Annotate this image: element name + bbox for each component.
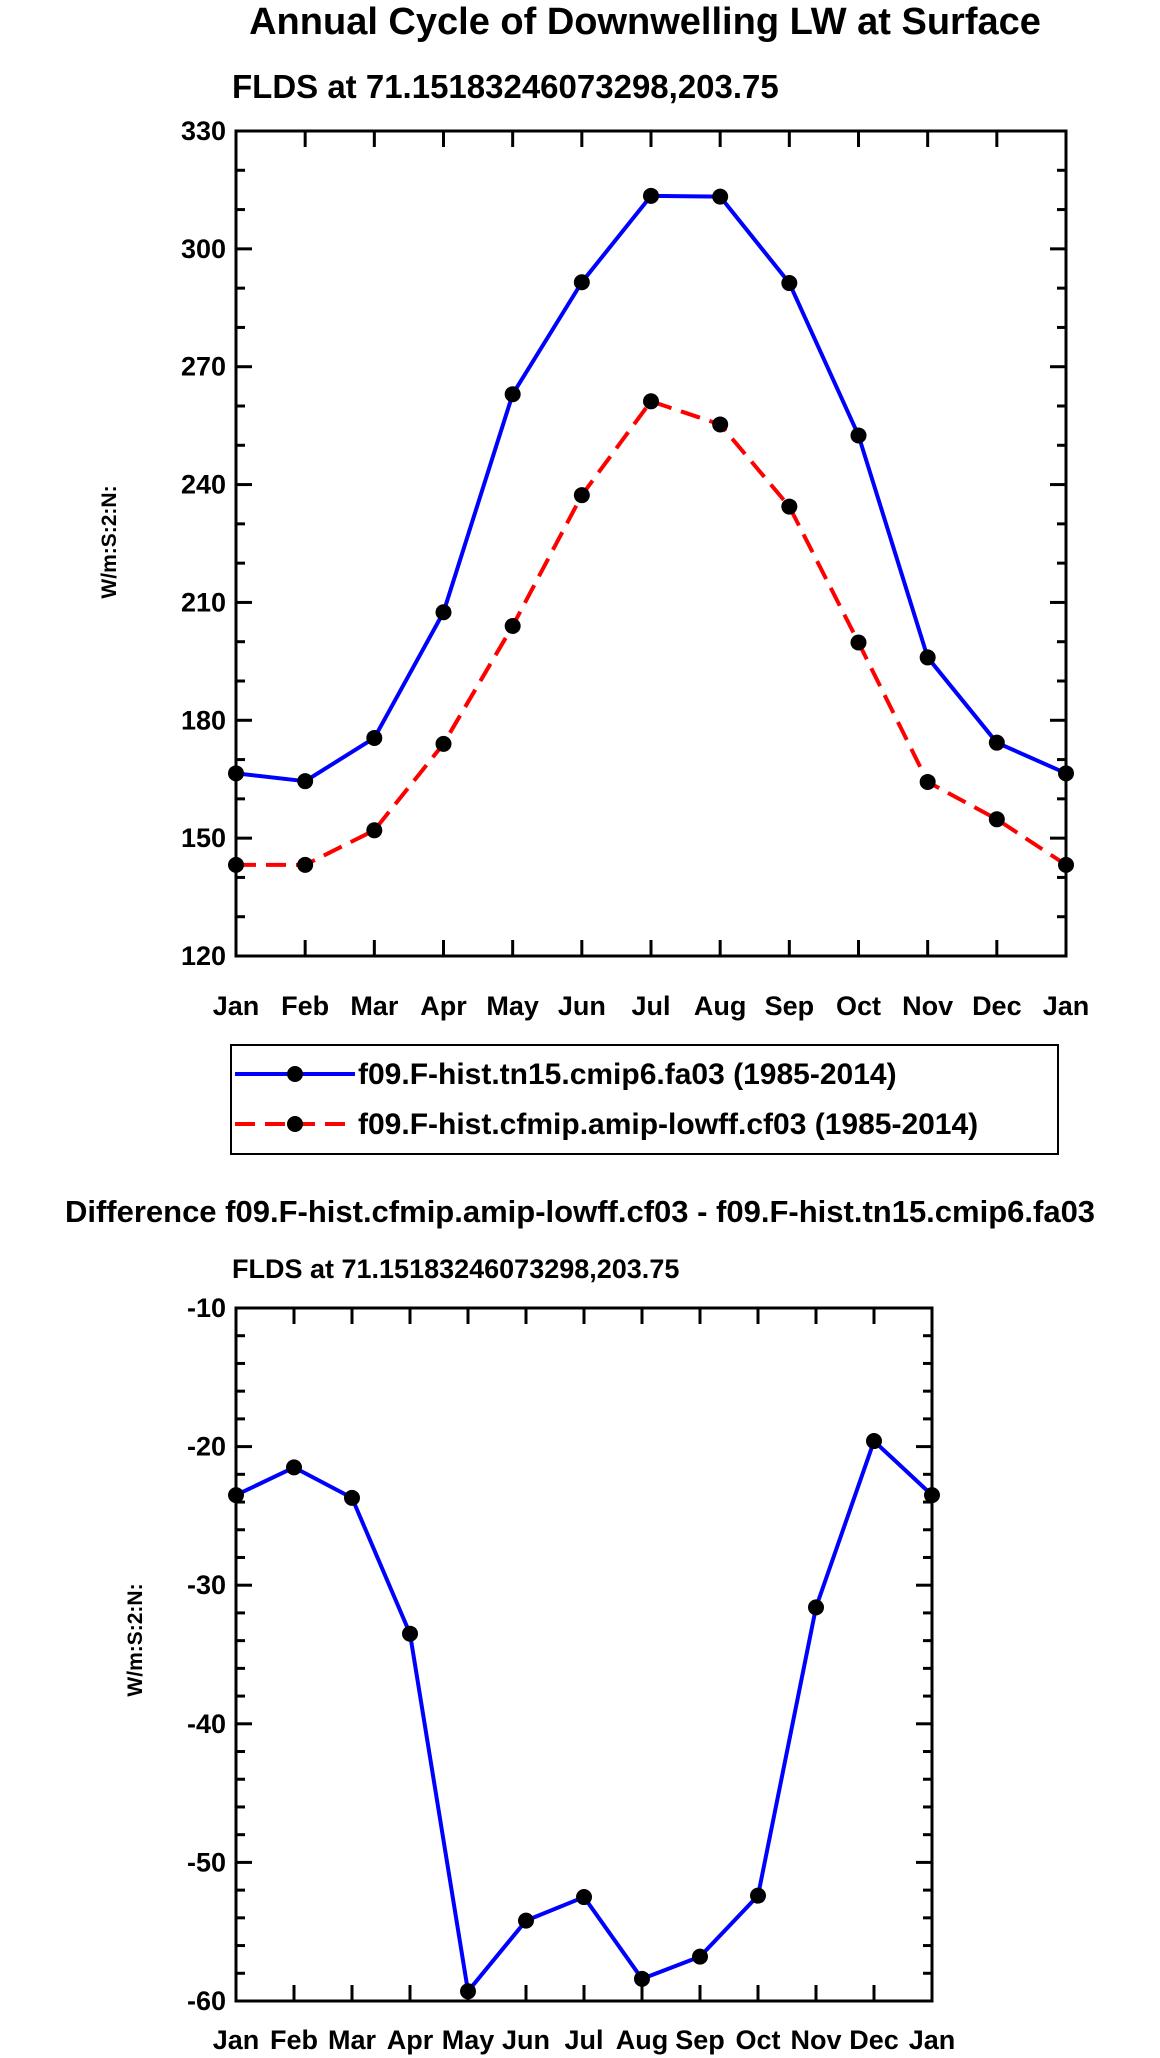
- chart-2-x-tick-label: Jul: [564, 2025, 603, 2055]
- chart-2-y-tick-label: -10: [187, 1293, 226, 1323]
- chart-2-y-axis-label: W/m:S:2:N:: [124, 1583, 147, 1696]
- chart-1-series-1-point: [297, 773, 314, 790]
- legend-frame: [230, 1044, 1059, 1155]
- chart-1-series-2-point: [297, 856, 314, 873]
- chart-2-y-tick-label: -50: [187, 1847, 226, 1877]
- chart-1-x-tick-label: Mar: [350, 991, 399, 1021]
- chart-1-legend: f09.F-hist.tn15.cmip6.fa03 (1985-2014) f…: [230, 1044, 1059, 1155]
- chart-1-series-2-point: [1058, 856, 1074, 873]
- chart-1-series-2-point: [850, 634, 867, 651]
- chart-1-series-1-line: [235, 193, 1067, 784]
- chart-1-series-1-point: [1058, 765, 1074, 782]
- chart-2-series-1-line: [235, 1439, 934, 1994]
- chart-2-x-tick-label: Oct: [735, 2025, 780, 2055]
- chart-1-series-1-point: [781, 275, 798, 292]
- chart-2-x-tick-label: Jun: [502, 2025, 550, 2055]
- chart-1-y-tick-label: 330: [181, 116, 226, 146]
- chart-1-y-tick-label: 270: [181, 352, 226, 382]
- chart-1-plot: 120 150 180 210 240 270 300 330 Jan Feb Mar Apr May J…: [181, 116, 1089, 1021]
- chart-1-series-2-point: [919, 773, 936, 790]
- chart-2-series-1-point: [924, 1487, 940, 1504]
- chart-1-y-tick-label: 300: [181, 234, 226, 264]
- chart-1-x-tick-label: Oct: [836, 991, 881, 1021]
- chart-2-series-1-point: [518, 1912, 534, 1929]
- chart-2-series-1-point: [750, 1887, 766, 1904]
- chart-1-series-1-point: [504, 386, 521, 403]
- chart-1-series-2-point: [228, 856, 244, 873]
- chart-1-series-1-point: [919, 649, 936, 666]
- chart-2-x-tick-label: Sep: [675, 2025, 725, 2055]
- chart-2-series-1-point: [286, 1459, 302, 1476]
- chart-2-x-tick-label: Jan: [213, 2025, 260, 2055]
- chart-2-x-tick-label: Aug: [616, 2025, 668, 2055]
- chart-2-x-tick-label: Dec: [849, 2025, 899, 2055]
- chart-1-subtitle: FLDS at 71.15183246073298,203.75: [232, 68, 779, 105]
- chart-2-series-1-point: [402, 1625, 418, 1642]
- chart-2-x-tick-label: Mar: [328, 2025, 377, 2055]
- chart-1-title: Annual Cycle of Downwelling LW at Surfac…: [249, 1, 1041, 43]
- chart-2-series-1-point: [808, 1599, 824, 1616]
- chart-2-x-tick-label: Apr: [387, 2025, 434, 2055]
- chart-2-y-tick-label: -60: [187, 1986, 226, 2016]
- chart-1-x-tick-label: Jul: [631, 991, 670, 1021]
- chart-1-x-tick-label: Nov: [902, 991, 953, 1021]
- chart-2-series-1-point: [692, 1948, 708, 1965]
- chart-2-series-1-point: [866, 1433, 882, 1450]
- chart-2-series-1-point: [460, 1983, 476, 2000]
- chart-1-series-2-point: [366, 822, 383, 839]
- chart-2-y-tick-label: -30: [187, 1570, 226, 1600]
- legend-marker-series-1: [287, 1066, 303, 1082]
- chart-1-x-tick-label: May: [486, 991, 539, 1021]
- chart-1-series-2-point: [643, 393, 659, 410]
- chart-1-series-1-point: [366, 729, 383, 746]
- chart-2-series-1-point: [576, 1889, 592, 1906]
- chart-1-x-tick-label: Dec: [972, 991, 1022, 1021]
- chart-2-y-tick-label: -20: [187, 1432, 226, 1462]
- chart-1-series-1-point: [228, 765, 244, 782]
- legend-label-series-2: f09.F-hist.cfmip.amip-lowff.cf03 (1985-2…: [358, 1108, 978, 1141]
- chart-1-x-tick-label: Jan: [1043, 991, 1090, 1021]
- legend-label-series-1: f09.F-hist.tn15.cmip6.fa03 (1985-2014): [358, 1058, 897, 1091]
- chart-1-series-2-point: [435, 735, 452, 752]
- chart-1-y-tick-label: 240: [181, 470, 226, 500]
- chart-2-title: Difference f09.F-hist.cfmip.amip-lowff.c…: [65, 1194, 1095, 1229]
- chart-2-plot: -60 -50 -40 -30 -20 -10 Jan Feb Mar Apr May Jun Jul A…: [187, 1293, 955, 2055]
- chart-2-x-tick-label: Nov: [790, 2025, 841, 2055]
- chart-1-series-1-point: [573, 274, 590, 291]
- chart-1-x-tick-label: Jan: [213, 991, 260, 1021]
- chart-1-x-tick-label: Aug: [694, 991, 746, 1021]
- chart-2-subtitle: FLDS at 71.15183246073298,203.75: [232, 1254, 679, 1284]
- chart-1-y-tick-label: 120: [181, 941, 226, 971]
- chart-1-series-1-point: [988, 734, 1005, 751]
- chart-1-series-2-point: [712, 416, 729, 433]
- chart-1-y-tick-label: 180: [181, 705, 226, 735]
- chart-1-series-1-point: [712, 188, 729, 205]
- chart-2-x-tick-label: May: [442, 2025, 495, 2055]
- chart-1-x-tick-label: Apr: [420, 991, 467, 1021]
- chart-1-series-1-point: [643, 187, 659, 204]
- chart-2-series-1-point: [634, 1970, 650, 1987]
- chart-1-series-2-point: [504, 618, 521, 634]
- chart-1-x-tick-label: Feb: [281, 991, 329, 1021]
- chart-2-series-1-point: [228, 1487, 244, 1504]
- chart-1-frame: [234, 129, 1068, 958]
- chart-1-y-tick-label: 210: [181, 587, 226, 617]
- chart-1-x-tick-label: Jun: [558, 991, 606, 1021]
- chart-1-series-1-point: [850, 427, 867, 444]
- chart-1-series-2-point: [781, 498, 798, 515]
- chart-1-y-tick-label: 150: [181, 823, 226, 853]
- legend-marker-series-2: [287, 1116, 303, 1132]
- chart-2-y-tick-label: -40: [187, 1709, 226, 1739]
- chart-2-x-tick-label: Jan: [909, 2025, 956, 2055]
- chart-1-series-1-point: [435, 604, 452, 621]
- chart-2-series-1-point: [344, 1489, 360, 1506]
- chart-1-series-2-point: [573, 487, 590, 504]
- chart-1-x-tick-label: Sep: [765, 991, 815, 1021]
- chart-1-series-2-line: [236, 399, 1068, 867]
- chart-1-series-2-point: [988, 811, 1005, 828]
- chart-2-x-tick-label: Feb: [270, 2025, 318, 2055]
- chart-1-y-axis-label: W/m:S:2:N:: [98, 485, 121, 598]
